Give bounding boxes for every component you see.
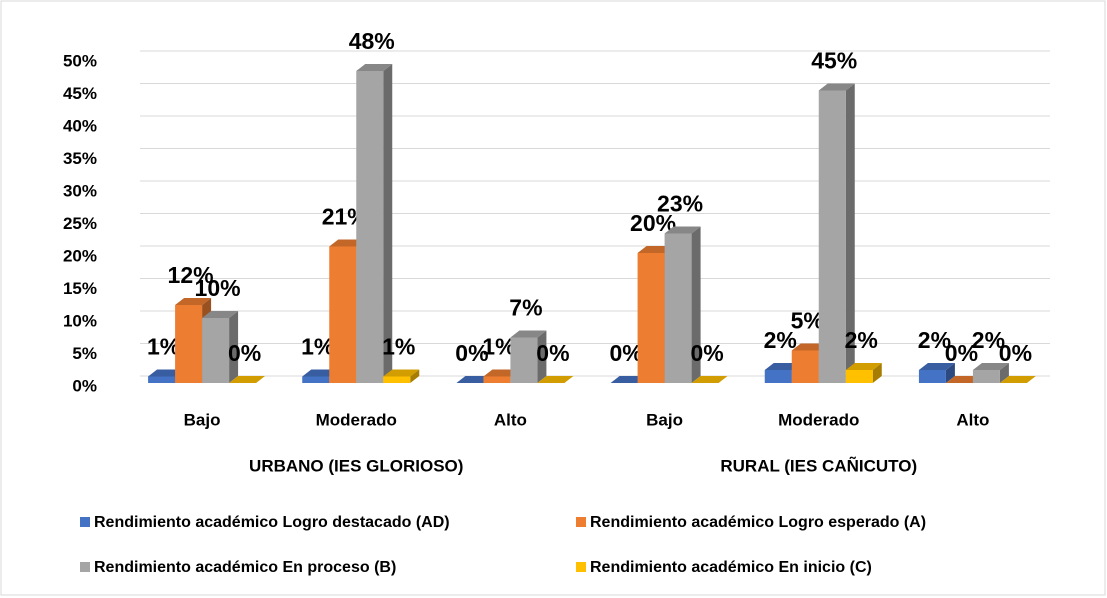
value-label: 2% (845, 327, 878, 353)
bar-top (510, 330, 547, 338)
value-label: 1% (301, 334, 334, 360)
value-label: 0% (690, 340, 723, 366)
group-label: URBANO (IES GLORIOSO) (249, 456, 463, 475)
bar-side (845, 83, 855, 383)
value-label: 1% (147, 334, 180, 360)
value-label: 45% (811, 48, 857, 74)
value-label: 0% (609, 340, 642, 366)
bar (383, 376, 411, 383)
value-label: 2% (764, 327, 797, 353)
y-tick-label: 0% (72, 376, 97, 395)
legend-swatch (576, 562, 586, 572)
bar (175, 305, 203, 383)
legend-label: Rendimiento académico Logro destacado (A… (94, 514, 450, 531)
y-tick-label: 40% (63, 116, 97, 135)
x-tick-label: Moderado (778, 410, 859, 429)
y-tick-label: 15% (63, 279, 97, 298)
x-tick-label: Moderado (316, 410, 397, 429)
bar-top (383, 369, 420, 377)
bar (329, 246, 357, 383)
bar-top (918, 363, 955, 370)
bar (764, 370, 792, 383)
y-tick-label: 30% (63, 181, 97, 200)
bar (972, 370, 1000, 383)
bar (791, 350, 819, 383)
bar-top (175, 298, 212, 305)
value-label: 1% (482, 334, 515, 360)
y-tick-label: 35% (63, 149, 97, 168)
bar-top (664, 226, 701, 234)
bar (356, 71, 384, 383)
x-tick-label: Bajo (646, 410, 683, 429)
value-label: 0% (536, 340, 569, 366)
value-label: 12% (168, 262, 214, 288)
bar-side (999, 363, 1009, 383)
bar (637, 253, 665, 383)
y-tick-label: 20% (63, 246, 97, 265)
bar-side (691, 226, 701, 383)
bar (845, 370, 873, 383)
bar (202, 318, 230, 383)
legend-label: Rendimiento académico Logro esperado (A) (590, 514, 926, 531)
value-label: 5% (791, 308, 824, 334)
bar-top (691, 376, 728, 383)
bar-side (537, 330, 547, 383)
bar (918, 370, 946, 383)
value-label: 7% (509, 295, 542, 321)
x-tick-label: Alto (494, 410, 527, 429)
bar-top (818, 83, 855, 91)
bar-top (845, 363, 882, 370)
bar-top (972, 363, 1009, 370)
y-tick-label: 5% (72, 344, 97, 363)
value-label: 10% (195, 275, 241, 301)
bar-top (356, 64, 393, 71)
bar (818, 90, 846, 383)
value-label: 0% (455, 340, 488, 366)
legend-swatch (80, 517, 90, 527)
bar (483, 376, 511, 383)
bar (510, 337, 538, 383)
value-label: 1% (382, 334, 415, 360)
y-tick-label: 45% (63, 84, 97, 103)
y-tick-label: 10% (63, 311, 97, 330)
bar-top (537, 376, 574, 383)
bar-side (410, 369, 420, 383)
value-label: 2% (918, 327, 951, 353)
y-tick-label: 50% (63, 51, 97, 70)
legend-swatch (576, 517, 586, 527)
bar-top (229, 376, 266, 383)
value-label: 48% (349, 28, 395, 54)
bar (664, 233, 692, 383)
value-label: 0% (228, 340, 261, 366)
bar-side (229, 311, 239, 383)
bar-side (872, 363, 882, 383)
legend-label: Rendimiento académico En inicio (C) (590, 559, 872, 576)
group-label: RURAL (IES CAÑICUTO) (720, 455, 917, 475)
value-label: 23% (657, 191, 703, 217)
bar (302, 376, 330, 383)
value-label: 2% (972, 327, 1005, 353)
legend-label: Rendimiento académico En proceso (B) (94, 559, 396, 576)
bar-side (945, 363, 955, 383)
value-label: 0% (945, 340, 978, 366)
bar-top (999, 376, 1036, 383)
legend-swatch (80, 562, 90, 572)
bar (148, 376, 176, 383)
y-tick-label: 25% (63, 214, 97, 233)
bar-side (383, 64, 393, 383)
x-tick-label: Bajo (184, 410, 221, 429)
x-tick-label: Alto (956, 410, 989, 429)
value-label: 0% (999, 340, 1032, 366)
bar-top (202, 311, 239, 318)
